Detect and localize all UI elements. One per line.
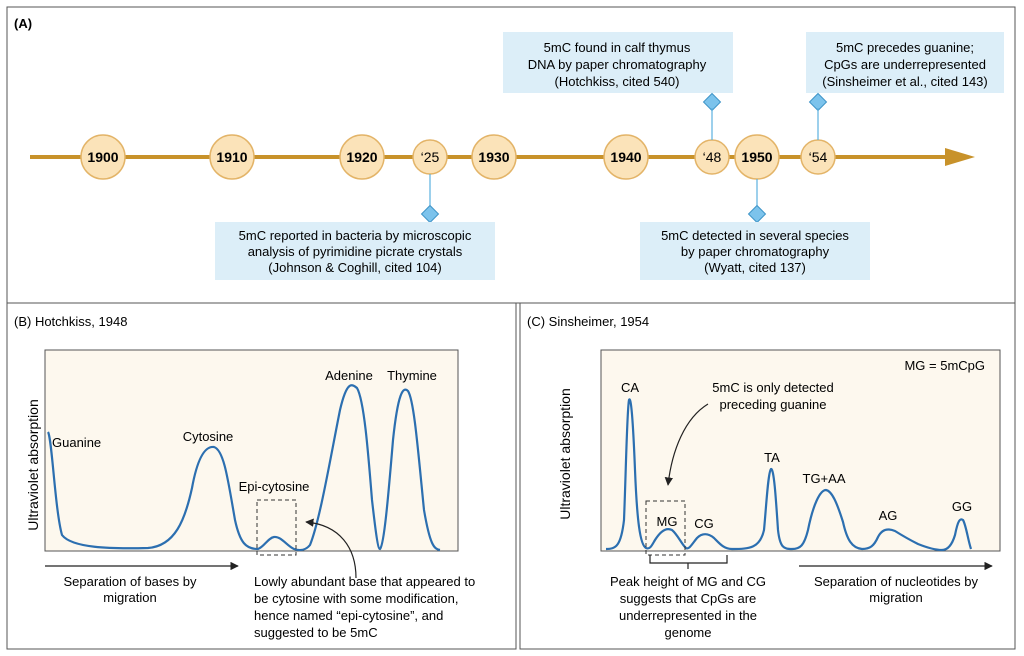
peak-label-ca: CA <box>621 380 639 395</box>
annotation-text-c-top: preceding guanine <box>720 397 827 412</box>
year-label: 1950 <box>741 149 772 165</box>
event-1950: 5mC detected in several species by paper… <box>640 179 870 280</box>
year-marker-1925: ‘25 <box>412 139 448 175</box>
plot-area-c <box>600 349 1001 552</box>
event-text-line: DNA by paper chromatography <box>528 57 707 72</box>
year-marker-1930: 1930 <box>471 134 517 180</box>
peak-label-tg-aa: TG+AA <box>803 471 846 486</box>
panel-b: (B) Hotchkiss, 1948 Ultraviolet absorpti… <box>6 302 517 650</box>
panel-b-title: (B) Hotchkiss, 1948 <box>14 314 127 329</box>
year-marker-1950: 1950 <box>734 134 780 180</box>
year-label: 1910 <box>216 149 247 165</box>
chromatogram-curve-c <box>605 398 973 552</box>
year-label: ‘25 <box>421 149 440 165</box>
year-label: 1940 <box>610 149 641 165</box>
x-axis-label-b: migration <box>103 590 156 605</box>
peak-label-gg: GG <box>952 499 972 514</box>
plot-area-b <box>44 349 459 552</box>
event-text-line: CpGs are underrepresented <box>824 57 986 72</box>
event-1948: 5mC found in calf thymus DNA by paper ch… <box>503 32 733 140</box>
event-1954: 5mC precedes guanine; CpGs are underrepr… <box>806 32 1004 140</box>
legend-text: MG = 5mCpG <box>904 358 985 373</box>
peak-label-mg: MG <box>657 514 678 529</box>
year-marker-1920: 1920 <box>339 134 385 180</box>
event-text-line: analysis of pyrimidine picrate crystals <box>248 244 463 259</box>
peak-label-epi-cytosine: Epi-cytosine <box>239 479 310 494</box>
annotation-text-c-bottom: underrepresented in the <box>619 608 757 623</box>
annotation-text-c-bottom: genome <box>665 625 712 640</box>
annotation-text-c-bottom: Peak height of MG and CG <box>610 574 766 589</box>
peak-label-guanine: Guanine <box>52 435 101 450</box>
year-marker-1948: ‘48 <box>694 139 730 175</box>
event-text-line: (Hotchkiss, cited 540) <box>555 74 680 89</box>
peak-label-ta: TA <box>764 450 780 465</box>
annotation-text-b: hence named “epi-cytosine”, and <box>254 608 443 623</box>
annotation-arrow-c <box>664 403 709 486</box>
annotation-text-c-top: 5mC is only detected <box>712 380 833 395</box>
panel-a: (A) 1900 1910 1920 ‘25 1930 194 <box>6 6 1016 304</box>
event-text-line: by paper chromatography <box>681 244 830 259</box>
peak-label-cytosine: Cytosine <box>183 429 234 444</box>
year-label: ‘54 <box>809 149 828 165</box>
peak-label-ag: AG <box>879 508 898 523</box>
event-text-line: (Wyatt, cited 137) <box>704 260 806 275</box>
year-label: 1920 <box>346 149 377 165</box>
year-label: 1930 <box>478 149 509 165</box>
event-text-line: 5mC precedes guanine; <box>836 40 974 55</box>
year-marker-1910: 1910 <box>209 134 255 180</box>
year-marker-1900: 1900 <box>80 134 126 180</box>
event-text-line: 5mC found in calf thymus <box>544 40 691 55</box>
x-axis-label-b: Separation of bases by <box>64 574 197 589</box>
event-text-line: 5mC detected in several species <box>661 228 849 243</box>
annotation-text-c-bottom: suggests that CpGs are <box>620 591 757 606</box>
y-axis-label-c: Ultraviolet absorption <box>557 388 573 520</box>
event-text-line: (Johnson & Coghill, cited 104) <box>268 260 441 275</box>
chromatogram-curve-b <box>46 384 441 552</box>
annotation-text-b: suggested to be 5mC <box>254 625 378 640</box>
event-1925: 5mC reported in bacteria by microscopic … <box>215 174 495 280</box>
x-axis-label-c: Separation of nucleotides by <box>814 574 979 589</box>
event-text-line: 5mC reported in bacteria by microscopic <box>239 228 472 243</box>
annotation-text-b: Lowly abundant base that appeared to <box>254 574 475 589</box>
peak-label-thymine: Thymine <box>387 368 437 383</box>
year-marker-1954: ‘54 <box>800 139 836 175</box>
annotation-arrow-b <box>305 518 357 579</box>
x-axis-label-c: migration <box>869 590 922 605</box>
panel-c: (C) Sinsheimer, 1954 Ultraviolet absorpt… <box>519 302 1016 650</box>
epi-cytosine-highlight-box <box>256 499 297 556</box>
annotation-text-b: be cytosine with some modification, <box>254 591 458 606</box>
mg-highlight-box <box>645 500 686 556</box>
panel-c-title: (C) Sinsheimer, 1954 <box>527 314 649 329</box>
year-label: ‘48 <box>703 149 722 165</box>
year-label: 1900 <box>87 149 118 165</box>
year-marker-1940: 1940 <box>603 134 649 180</box>
event-text-line: (Sinsheimer et al., cited 143) <box>822 74 987 89</box>
peak-label-cg: CG <box>694 516 714 531</box>
panel-a-label: (A) <box>14 16 32 31</box>
y-axis-label-b: Ultraviolet absorption <box>25 399 41 531</box>
peak-label-adenine: Adenine <box>325 368 373 383</box>
